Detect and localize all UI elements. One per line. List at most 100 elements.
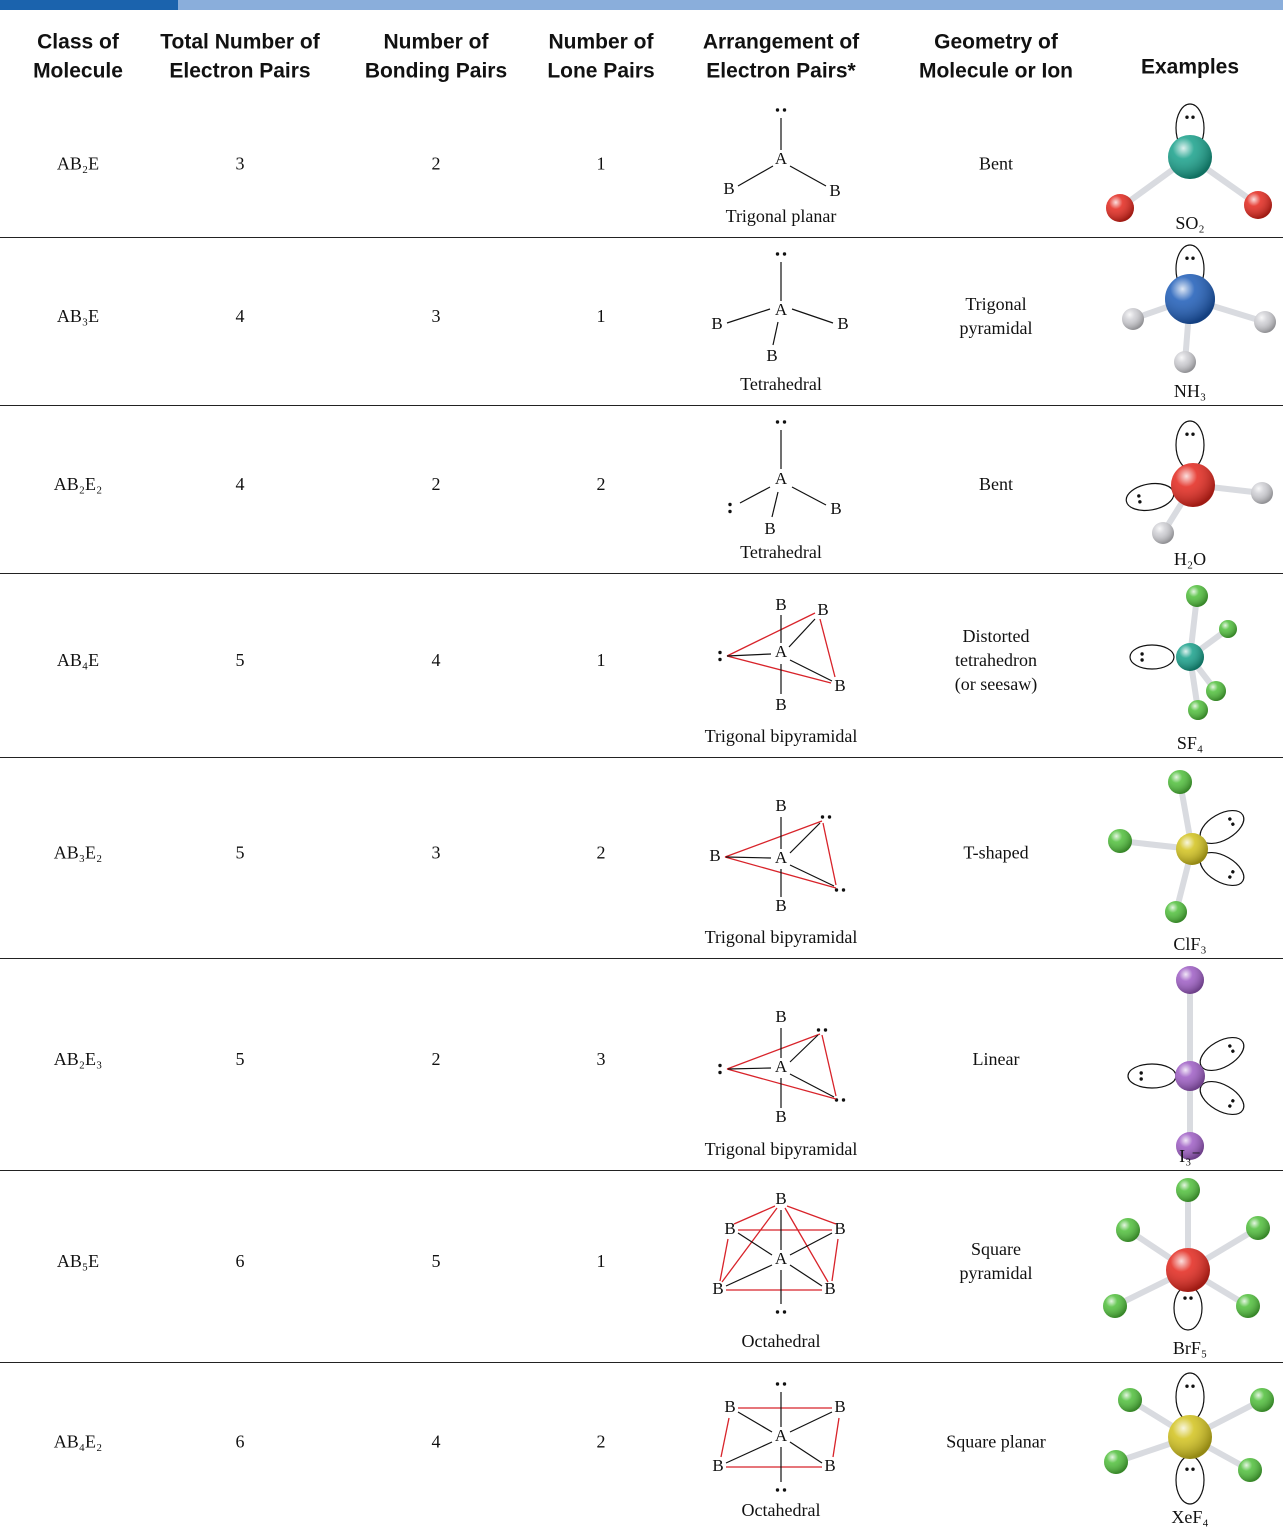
cell-geometry: Square — [971, 1239, 1021, 1259]
lone-pair-dot — [775, 1488, 780, 1492]
outer-atom: B — [775, 796, 786, 815]
atom-shine — [1186, 585, 1208, 607]
central-atom: A — [775, 1426, 788, 1445]
lone-pair-dot — [1185, 1467, 1189, 1471]
atom-shine — [1116, 1218, 1140, 1242]
atom-shine — [1176, 1132, 1204, 1160]
lone-pair-dot — [1191, 115, 1195, 119]
triangle-edge — [724, 820, 823, 858]
cell-class: AB₂E₂ — [54, 474, 103, 494]
atom-shine — [1176, 643, 1204, 671]
bond-line — [789, 1073, 835, 1098]
cell-bonding: 5 — [432, 1251, 441, 1271]
cell-bonding: 3 — [432, 843, 441, 863]
cell-geometry: Trigonal — [965, 294, 1026, 314]
cell-arrangement: Trigonal planar — [726, 206, 837, 226]
triangle-edge — [784, 1207, 829, 1283]
triangle-edge — [821, 1034, 837, 1097]
lobe-outline — [1199, 1080, 1245, 1116]
lone-pair-dot — [1140, 658, 1144, 662]
outer-atom: B — [775, 896, 786, 915]
outer-atom: B — [834, 1219, 845, 1238]
cell-lone: 3 — [597, 1049, 606, 1069]
bond-line — [726, 653, 772, 657]
central-atom: A — [775, 848, 788, 867]
atom-shine — [1176, 833, 1208, 865]
atom-shine — [1254, 311, 1276, 333]
central-atom: A — [775, 1057, 788, 1076]
lone-pair-lobe — [1173, 1285, 1203, 1331]
outer-atom: B — [723, 179, 734, 198]
central-atom: A — [775, 469, 788, 488]
lone-pair-dot — [782, 1488, 787, 1492]
lone-pair-dot — [841, 888, 846, 892]
cell-example: BrF₅ — [1173, 1338, 1207, 1358]
column-header: Molecule or Ion — [919, 60, 1073, 83]
lone-pair-dot — [820, 815, 825, 819]
cell-example: NH₃ — [1174, 381, 1206, 401]
bond-line — [789, 864, 835, 887]
bond-line — [789, 1232, 833, 1256]
cell-lone: 2 — [597, 474, 606, 494]
column-header: Molecule — [33, 60, 123, 83]
cell-example: I₃⁻ — [1179, 1146, 1201, 1166]
outer-atom: B — [830, 499, 841, 518]
cell-arrangement: Octahedral — [742, 1331, 821, 1351]
outer-atom: B — [711, 314, 722, 333]
bond-line — [789, 1441, 823, 1464]
column-header: Arrangement of — [703, 31, 860, 54]
outer-atom: B — [775, 1189, 786, 1208]
lone-pair-lobe — [1125, 482, 1175, 512]
lone-pair-dot — [775, 1310, 780, 1314]
atom-shine — [1168, 135, 1212, 179]
bond-line — [727, 1067, 772, 1070]
cell-total: 6 — [236, 1432, 245, 1452]
cell-total: 5 — [236, 650, 245, 670]
atom-shine — [1174, 351, 1196, 373]
bond-line — [789, 822, 821, 854]
lobe-outline — [1175, 1372, 1205, 1422]
outer-atom: B — [766, 346, 777, 365]
atom-shine — [1246, 1216, 1270, 1240]
cell-bonding: 2 — [432, 154, 441, 174]
outer-atom: B — [817, 600, 828, 619]
atom-shine — [1206, 681, 1226, 701]
lobe-outline — [1127, 1063, 1177, 1089]
cell-total: 5 — [236, 1049, 245, 1069]
outer-atom: B — [829, 181, 840, 200]
outer-atom: B — [764, 519, 775, 538]
central-atom: A — [775, 1249, 788, 1268]
bond-line — [725, 1441, 773, 1464]
column-header: Geometry of — [934, 31, 1059, 54]
lone-pair-dot — [1228, 1044, 1232, 1048]
lobe-outline — [1175, 420, 1205, 470]
cell-arrangement: Trigonal bipyramidal — [705, 726, 858, 746]
cell-geometry: Linear — [973, 1049, 1020, 1069]
cell-total: 4 — [236, 306, 245, 326]
bond-line — [791, 486, 827, 506]
bond-line — [789, 1264, 823, 1287]
cell-lone: 1 — [597, 650, 606, 670]
cell-geometry: T-shaped — [963, 843, 1028, 863]
lone-pair-dot — [1231, 1049, 1235, 1053]
cell-geometry: pyramidal — [960, 318, 1033, 338]
lone-pair-dot — [1228, 817, 1232, 821]
central-atom: A — [775, 642, 788, 661]
lone-pair-dot — [841, 1098, 846, 1102]
atom-shine — [1108, 829, 1132, 853]
cell-geometry: tetrahedron — [955, 650, 1037, 670]
lone-pair-dot — [728, 502, 732, 507]
atom-shine — [1118, 1388, 1142, 1412]
lone-pair-dot — [1185, 115, 1189, 119]
column-header: Number of — [384, 31, 490, 54]
lone-pair-dot — [782, 1382, 787, 1386]
lobe-outline — [1173, 1285, 1203, 1331]
cell-geometry: Distorted — [963, 626, 1030, 646]
lone-pair-dot — [1231, 870, 1235, 874]
atom-shine — [1251, 482, 1273, 504]
column-header: Number of — [549, 31, 655, 54]
lone-pair-dot — [1139, 1071, 1143, 1075]
triangle-edge — [726, 655, 832, 684]
cell-geometry: Bent — [979, 474, 1013, 494]
outer-atom: B — [834, 1397, 845, 1416]
